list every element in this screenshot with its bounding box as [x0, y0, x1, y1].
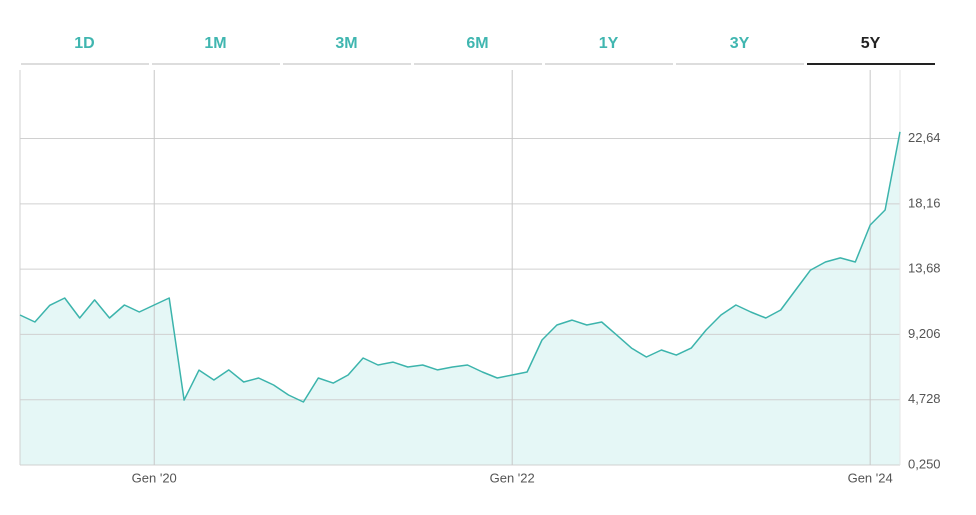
tab-label[interactable]: 3M	[335, 35, 357, 52]
area-fill	[20, 131, 900, 466]
price-line	[19, 131, 901, 403]
y-tick-label: 0,250	[908, 456, 941, 471]
tab-label[interactable]: 1D	[74, 35, 94, 52]
tab-label[interactable]: 1M	[204, 35, 226, 52]
tab-label[interactable]: 3Y	[730, 35, 750, 52]
x-tick-label: Gen '20	[132, 470, 177, 485]
x-tick-label: Gen '22	[490, 470, 535, 485]
y-tick-label: 4,728	[908, 391, 941, 406]
tab-label[interactable]: 1Y	[599, 35, 619, 52]
tab-label[interactable]: 6M	[466, 35, 488, 52]
y-tick-label: 13,68	[908, 261, 941, 276]
x-tick-label: Gen '24	[848, 470, 893, 485]
y-tick-label: 22,64	[908, 130, 941, 145]
y-tick-label: 9,206	[908, 326, 941, 341]
tab-label[interactable]: 5Y	[861, 35, 881, 52]
y-tick-label: 18,16	[908, 195, 941, 210]
